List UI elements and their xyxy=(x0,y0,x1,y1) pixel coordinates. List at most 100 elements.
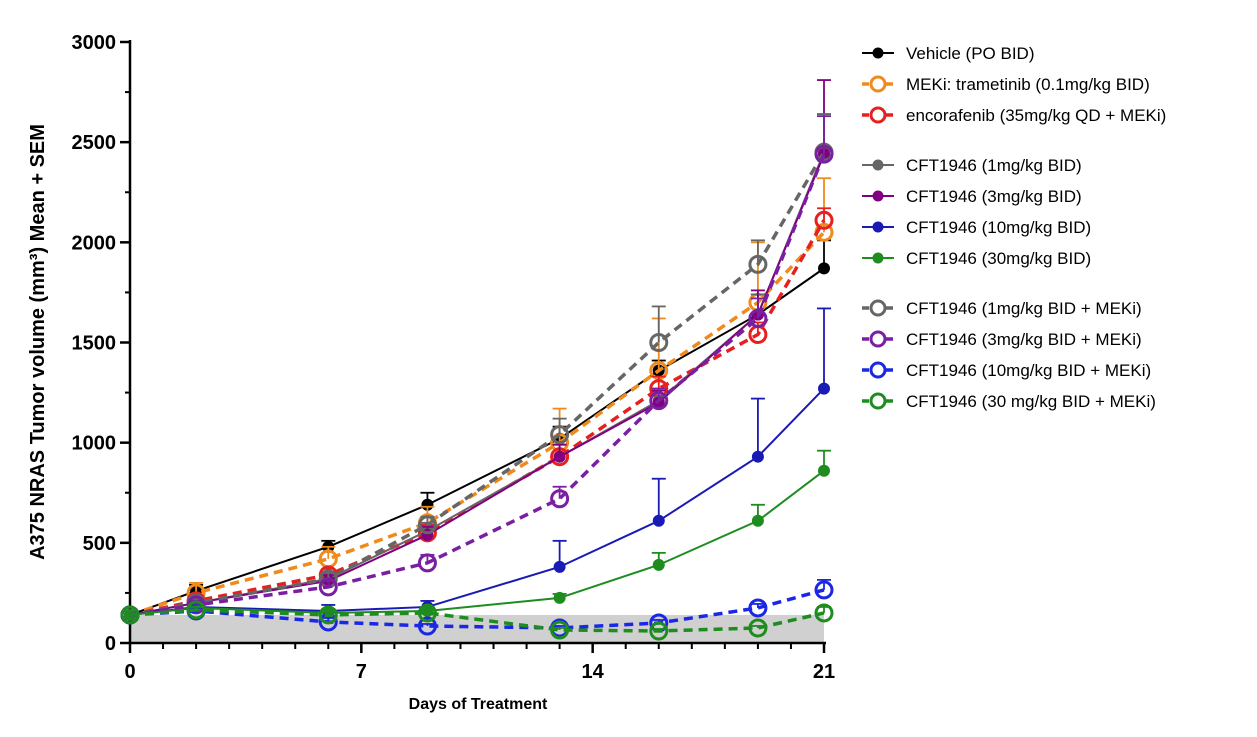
legend-label: CFT1946 (10mg/kg BID) xyxy=(906,218,1091,237)
y-tick-label: 2500 xyxy=(72,132,117,154)
series-line xyxy=(129,588,825,630)
legend-label: CFT1946 (30mg/kg BID) xyxy=(906,249,1091,268)
data-point xyxy=(553,591,566,604)
data-point xyxy=(550,620,570,640)
data-point xyxy=(649,333,669,352)
data-point xyxy=(318,577,338,597)
data-point xyxy=(417,515,437,535)
series-7 xyxy=(124,449,831,621)
data-point xyxy=(553,560,566,573)
data-point xyxy=(318,549,338,569)
data-point xyxy=(550,425,570,445)
legend-label: encorafenib (35mg/kg QD + MEKi) xyxy=(906,106,1166,125)
legend-item: CFT1946 (3mg/kg BID) xyxy=(862,187,1082,206)
data-point xyxy=(814,210,834,230)
data-point xyxy=(814,144,834,164)
data-point xyxy=(417,553,437,573)
data-point xyxy=(748,308,768,328)
y-axis-title: A375 NRAS Tumor volume (mm³) Mean + SEM xyxy=(27,124,49,560)
legend-label: CFT1946 (3mg/kg BID) xyxy=(906,187,1082,206)
series-line xyxy=(129,153,826,617)
series-9 xyxy=(120,115,834,625)
data-point xyxy=(186,600,206,620)
series-line xyxy=(129,151,825,616)
legend-label: MEKi: trametinib (0.1mg/kg BID) xyxy=(906,75,1150,94)
data-point xyxy=(748,618,768,638)
y-tick-label: 3000 xyxy=(72,32,117,54)
data-point xyxy=(748,324,768,344)
series-layer xyxy=(120,79,834,641)
legend-swatch-marker xyxy=(869,106,887,124)
legend-swatch-marker xyxy=(872,159,884,171)
legend-item: CFT1946 (1mg/kg BID) xyxy=(862,156,1082,175)
x-tick-label: 0 xyxy=(124,661,135,683)
data-point xyxy=(818,464,830,477)
series-2 xyxy=(120,177,834,625)
y-tick-label: 1500 xyxy=(72,333,117,355)
data-point xyxy=(649,621,669,641)
x-axis-title: Days of Treatment xyxy=(409,696,548,713)
legend-item: CFT1946 (10mg/kg BID + MEKi) xyxy=(862,361,1151,380)
series-8 xyxy=(120,113,834,625)
data-point xyxy=(417,603,437,623)
data-point xyxy=(318,605,338,625)
legend-label: CFT1946 (1mg/kg BID) xyxy=(906,156,1082,175)
series-10 xyxy=(120,578,834,638)
x-tick-label: 21 xyxy=(813,661,835,683)
legend-label: CFT1946 (3mg/kg BID + MEKi) xyxy=(906,330,1142,349)
data-point xyxy=(652,514,665,527)
x-tick-label: 7 xyxy=(356,661,367,683)
legend-swatch-marker xyxy=(869,299,887,317)
series-line xyxy=(129,469,825,616)
legend-item: CFT1946 (10mg/kg BID) xyxy=(862,218,1091,237)
y-tick-label: 0 xyxy=(105,633,116,655)
axes: 0 500 1000 1500 2000 2500 3000 0 7 14 21 xyxy=(72,32,836,683)
legend-label: CFT1946 (30 mg/kg BID + MEKi) xyxy=(906,392,1156,411)
legend-swatch-marker xyxy=(872,252,884,264)
data-point xyxy=(649,391,669,411)
data-point xyxy=(818,382,830,395)
legend-label: CFT1946 (1mg/kg BID + MEKi) xyxy=(906,299,1142,318)
legend-swatch-marker xyxy=(869,361,887,379)
y-tick-label: 2000 xyxy=(72,232,117,254)
series-3 xyxy=(120,207,834,625)
legend-swatch-marker xyxy=(869,330,887,348)
legend-item: Vehicle (PO BID) xyxy=(862,44,1035,63)
data-point xyxy=(814,580,834,600)
data-point xyxy=(550,489,570,509)
data-point xyxy=(553,450,566,463)
x-tick-label: 14 xyxy=(582,661,605,683)
legend-swatch-marker xyxy=(872,47,884,59)
legend: Vehicle (PO BID) MEKi: trametinib (0.1mg/… xyxy=(862,44,1166,411)
series-5 xyxy=(124,79,831,621)
series-line xyxy=(129,153,825,616)
y-tick-label: 500 xyxy=(83,533,116,555)
legend-item: CFT1946 (1mg/kg BID + MEKi) xyxy=(862,299,1142,318)
data-point xyxy=(751,514,764,527)
legend-swatch-marker xyxy=(869,392,887,410)
legend-item: CFT1946 (3mg/kg BID + MEKi) xyxy=(862,330,1142,349)
legend-label: Vehicle (PO BID) xyxy=(906,44,1035,63)
legend-item: encorafenib (35mg/kg QD + MEKi) xyxy=(862,106,1166,125)
legend-item: CFT1946 (30 mg/kg BID + MEKi) xyxy=(862,392,1156,411)
data-point xyxy=(652,558,665,571)
series-6 xyxy=(124,307,831,621)
data-point xyxy=(818,262,830,275)
series-line xyxy=(129,267,825,616)
legend-label: CFT1946 (10mg/kg BID + MEKi) xyxy=(906,361,1151,380)
data-point xyxy=(120,605,140,625)
series-line xyxy=(129,387,825,616)
data-point xyxy=(751,450,764,463)
series-line xyxy=(129,219,826,617)
data-point xyxy=(814,603,834,623)
legend-item: CFT1946 (30mg/kg BID) xyxy=(862,249,1091,268)
data-point xyxy=(417,616,437,636)
data-point xyxy=(421,498,434,511)
series-line xyxy=(129,231,826,617)
legend-swatch-marker xyxy=(872,190,884,202)
legend-swatch-marker xyxy=(872,221,884,233)
series-line xyxy=(129,151,826,617)
series-4 xyxy=(124,113,831,621)
series-1 xyxy=(124,239,831,621)
